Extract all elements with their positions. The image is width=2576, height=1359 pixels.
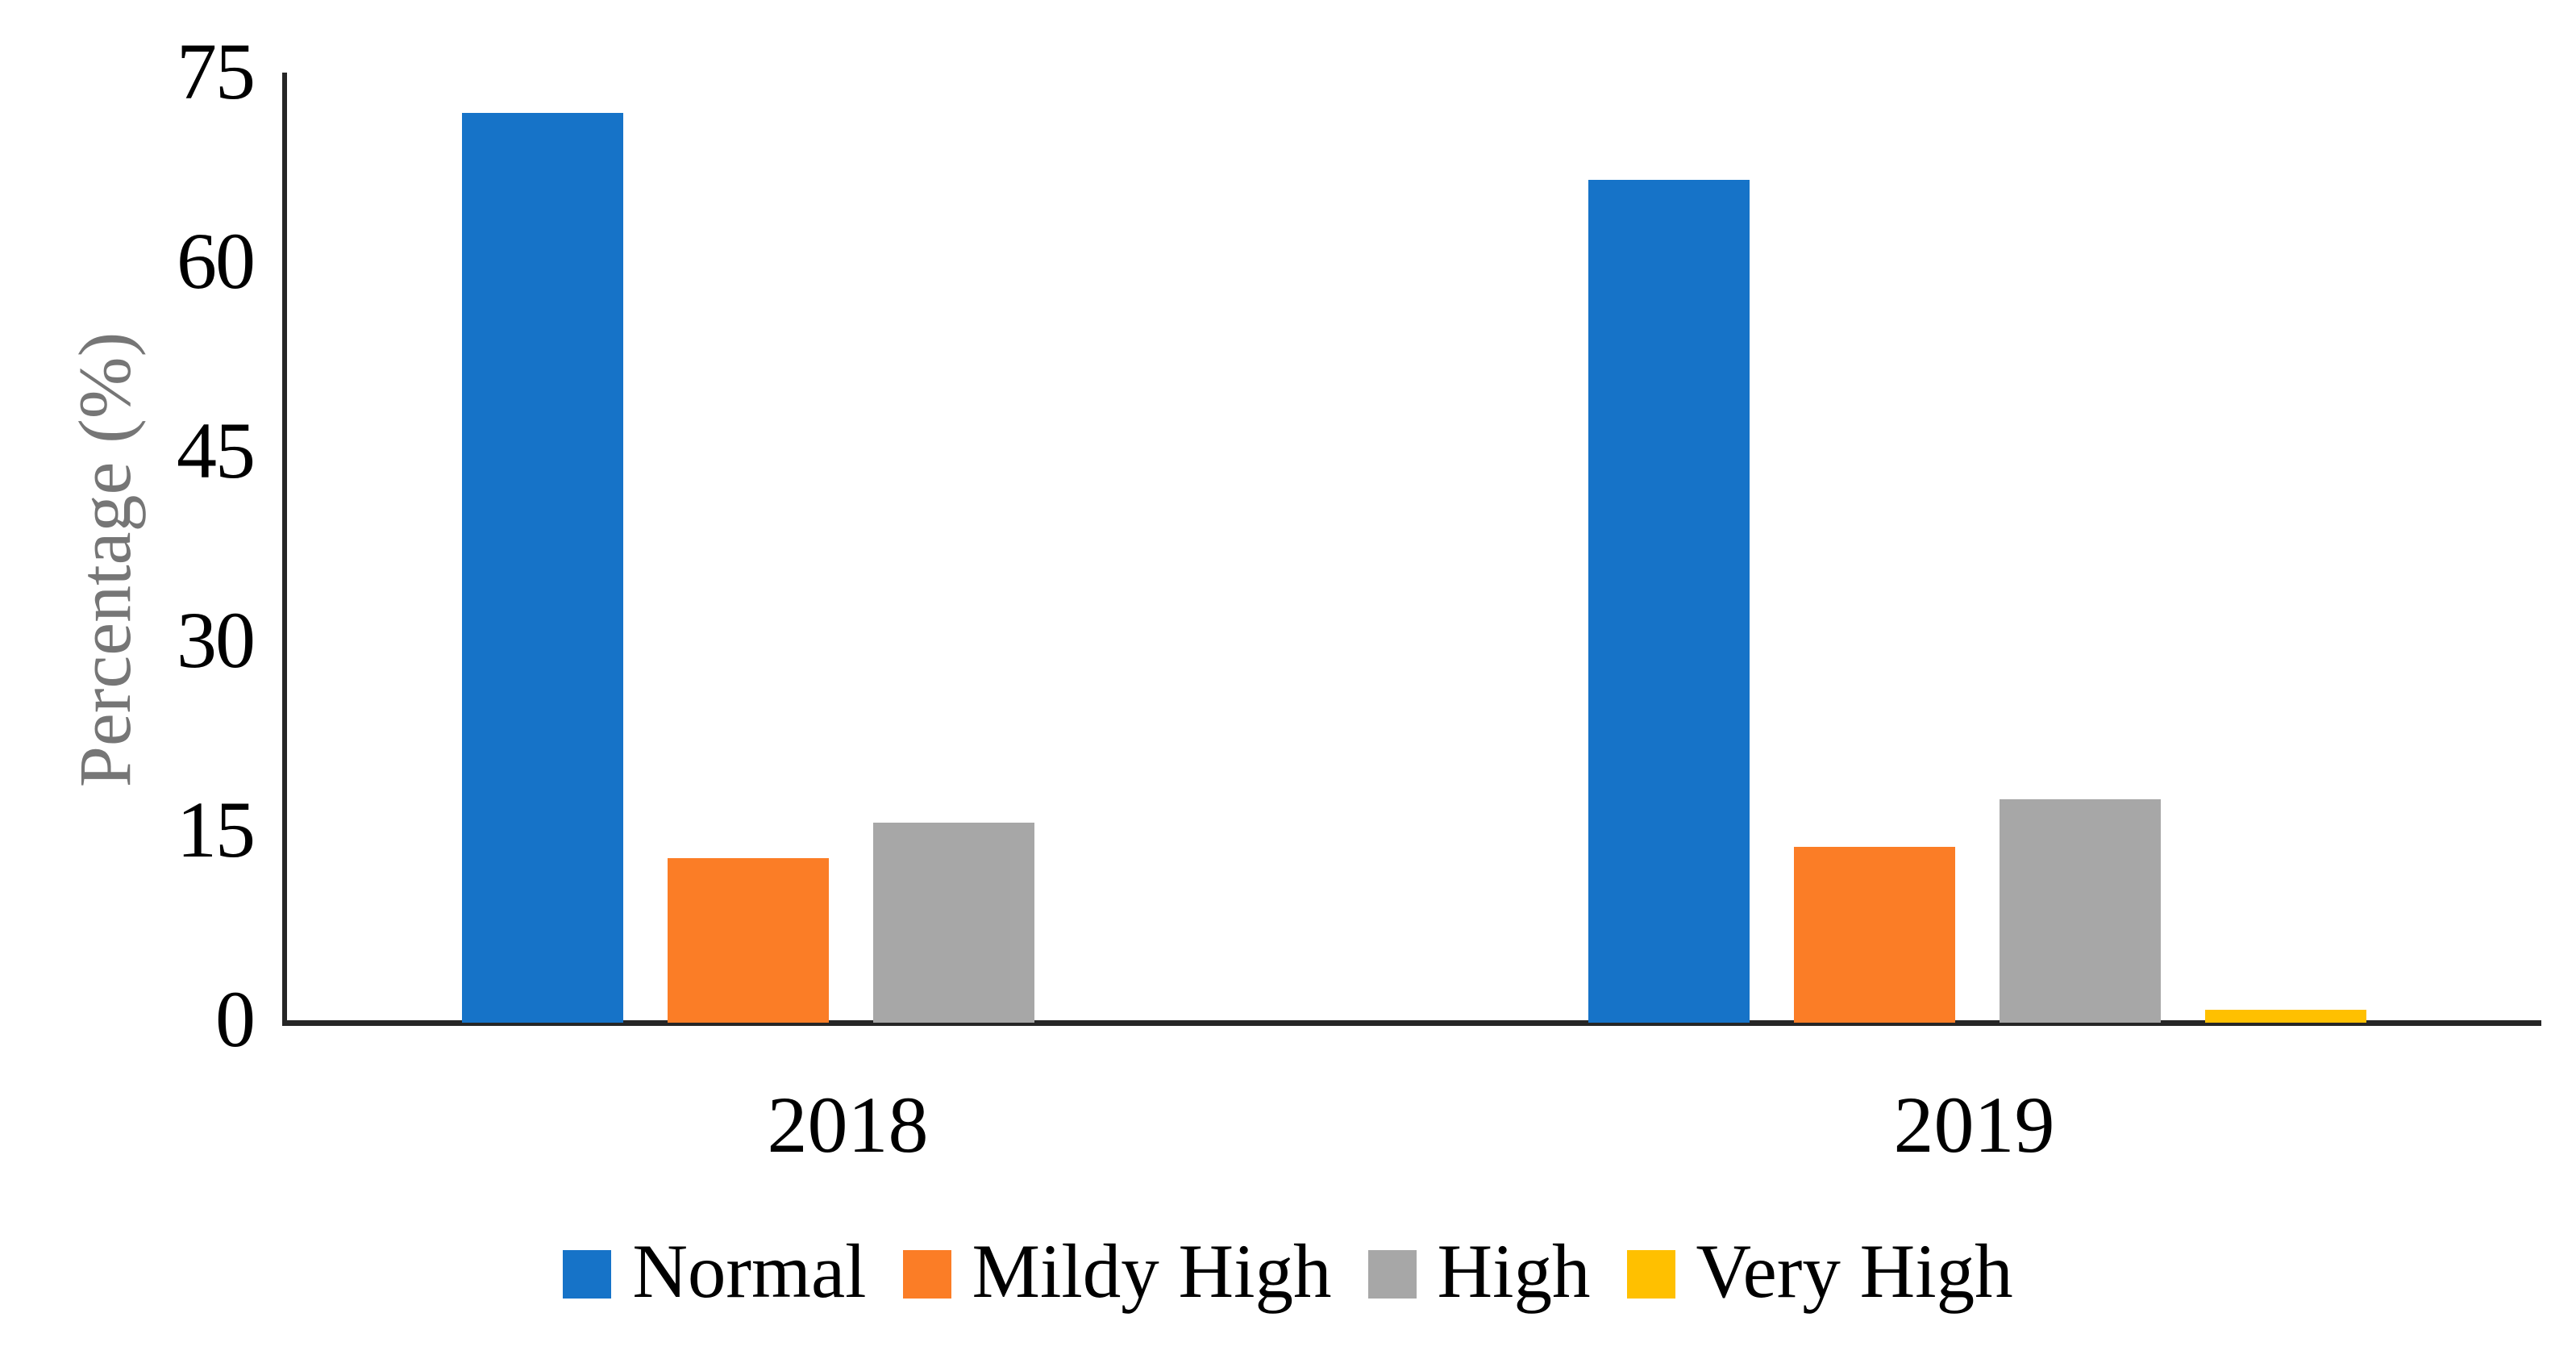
bar-2018-normal — [462, 113, 623, 1023]
legend-label-mildy-high: Mildy High — [972, 1228, 1332, 1314]
legend-label-normal: Normal — [632, 1228, 867, 1314]
bar-2018-high — [873, 823, 1034, 1023]
legend-item-normal: Normal — [563, 1228, 867, 1316]
bar-2018-mildy-high — [668, 858, 829, 1023]
y-tick-label-30: 30 — [177, 595, 256, 685]
y-tick-label-0: 0 — [215, 974, 256, 1064]
legend: Normal Mildy High High Very High — [0, 1218, 2576, 1331]
y-axis-line — [282, 73, 287, 1026]
y-tick-label-75: 75 — [177, 27, 256, 116]
bar-2019-mildy-high — [1794, 847, 1955, 1023]
y-tick-label-60: 60 — [177, 216, 256, 306]
legend-item-high: High — [1367, 1228, 1591, 1316]
bar-2019-high — [2000, 799, 2161, 1023]
legend-label-high: High — [1437, 1228, 1591, 1314]
legend-swatch-normal-icon — [563, 1250, 612, 1299]
legend-item-very-high: Very High — [1626, 1228, 2013, 1316]
legend-item-mildy-high: Mildy High — [902, 1228, 1332, 1316]
legend-label-very-high: Very High — [1696, 1228, 2013, 1314]
category-label-2019: 2019 — [1893, 1080, 2055, 1169]
legend-swatch-mildy-high-icon — [902, 1250, 951, 1299]
y-tick-label-15: 15 — [177, 785, 256, 874]
legend-swatch-very-high-icon — [1626, 1250, 1675, 1299]
category-label-2018: 2018 — [767, 1080, 929, 1169]
legend-swatch-high-icon — [1367, 1250, 1417, 1299]
y-tick-label-45: 45 — [177, 406, 256, 495]
bar-2019-normal — [1588, 180, 1750, 1023]
x-axis-line — [282, 1020, 2541, 1026]
bar-2019-very-high — [2205, 1010, 2366, 1023]
